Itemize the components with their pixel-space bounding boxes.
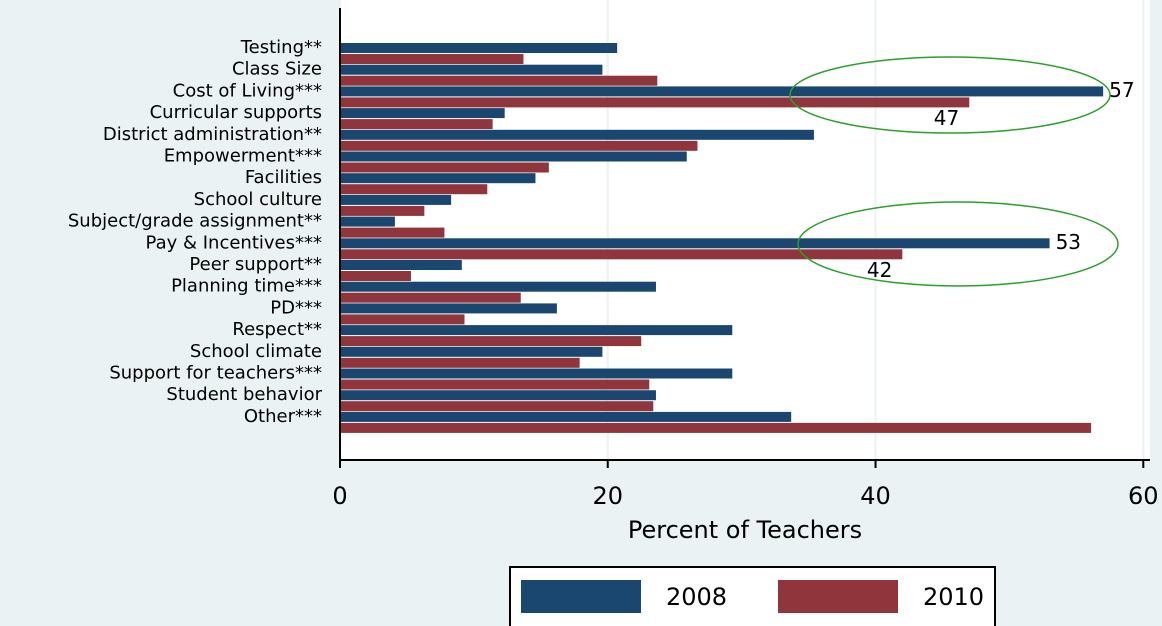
bar [340, 216, 395, 227]
category-label: Other*** [244, 406, 322, 427]
bar [340, 227, 445, 238]
bar [340, 162, 549, 173]
bar [340, 43, 618, 53]
bar [340, 119, 493, 130]
bar [340, 292, 521, 303]
bar [340, 194, 452, 205]
bar [340, 303, 557, 314]
value-label: 42 [867, 258, 892, 282]
highlight-ellipse [789, 56, 1111, 134]
bar [340, 64, 603, 75]
bar [340, 54, 524, 64]
bar [340, 97, 970, 108]
x-tick-label: 0 [332, 482, 347, 510]
category-label: Subject/grade assignment** [68, 211, 322, 232]
bar [340, 401, 654, 412]
highlight-ellipse [797, 201, 1119, 287]
category-label: Planning time*** [171, 276, 322, 297]
x-tick-label: 60 [1128, 482, 1159, 510]
bar [340, 108, 505, 119]
bar [340, 422, 1092, 433]
legend-items: 2008 2010 [521, 580, 984, 613]
category-label: District administration** [103, 124, 322, 145]
bar [340, 205, 425, 216]
bars [340, 43, 1104, 433]
x-tick-label: 20 [592, 482, 623, 510]
category-label: School culture [194, 189, 322, 210]
bar [340, 151, 687, 162]
bar [340, 184, 488, 195]
category-label: Cost of Living*** [173, 80, 322, 101]
category-label: Testing** [240, 37, 322, 58]
category-label: Facilities [245, 167, 322, 188]
x-tick-label: 40 [860, 482, 891, 510]
value-label: 47 [934, 106, 959, 130]
value-label: 57 [1109, 78, 1134, 102]
bar [340, 411, 792, 422]
bar [340, 346, 603, 357]
bar [340, 325, 733, 336]
category-label: PD*** [270, 297, 322, 318]
bar [340, 238, 1050, 249]
category-label: School climate [190, 341, 322, 362]
value-label: 53 [1056, 230, 1081, 254]
bar [340, 140, 698, 151]
bar [340, 173, 536, 184]
bar [340, 249, 903, 260]
bar [340, 86, 1104, 97]
bar [340, 368, 733, 379]
bar [340, 314, 465, 325]
bar [340, 357, 580, 368]
bar [340, 281, 656, 292]
legend-swatch [521, 580, 641, 613]
legend-label: 2010 [923, 583, 984, 611]
bar [340, 336, 642, 347]
category-label: Pay & Incentives*** [146, 232, 322, 253]
bar [340, 271, 411, 281]
category-label: Empowerment*** [164, 146, 322, 167]
category-label: Support for teachers*** [109, 363, 322, 384]
bar [340, 129, 814, 140]
category-label: Student behavior [166, 384, 322, 405]
category-label: Class Size [232, 59, 322, 80]
bar [340, 75, 658, 86]
category-label: Peer support** [189, 254, 322, 275]
legend-swatch [778, 580, 898, 613]
bar [340, 260, 462, 270]
x-axis-title: Percent of Teachers [628, 516, 862, 544]
category-label: Curricular supports [150, 102, 322, 123]
category-label: Respect** [232, 319, 322, 340]
bar [340, 390, 656, 401]
bar [340, 379, 650, 390]
legend-label: 2008 [666, 583, 727, 611]
